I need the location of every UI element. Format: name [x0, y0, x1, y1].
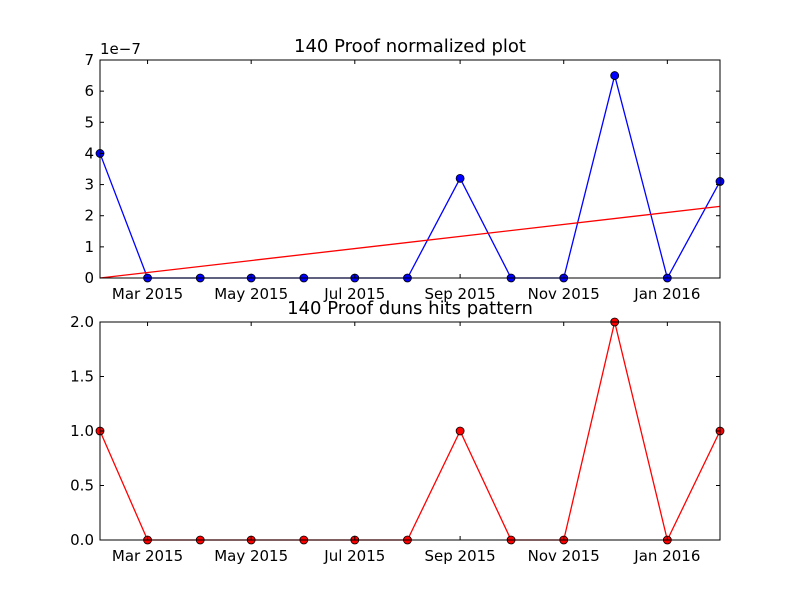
x-tick-label: Jan 2016 — [633, 547, 700, 565]
y-tick-label: 0.0 — [70, 531, 94, 549]
y-tick-label: 1 — [84, 238, 94, 256]
x-tick-label: May 2015 — [214, 285, 288, 303]
x-tick-label: Sep 2015 — [425, 285, 496, 303]
y-tick-label: 7 — [84, 51, 94, 69]
series-line — [99, 321, 721, 542]
duns-hits-plot: 140 Proof duns hits pattern 0.0 0.5 1.0 1.5 2… — [70, 298, 725, 565]
plot-frame — [99, 59, 721, 279]
y-tick-label: 3 — [84, 176, 94, 194]
chart-title: 140 Proof duns hits pattern — [287, 298, 533, 319]
y-tick-label: 5 — [84, 113, 94, 131]
x-tick-label: Jan 2016 — [633, 285, 700, 303]
y-tick-label: 1.0 — [70, 422, 94, 440]
data-point — [610, 71, 620, 80]
y-tick-label: 0 — [84, 269, 94, 287]
data-point — [455, 173, 465, 183]
x-tick-label: Nov 2015 — [528, 547, 600, 565]
y-tick-label: 6 — [84, 82, 94, 100]
y-tick-label: 0.5 — [70, 477, 94, 495]
x-tick-label: Mar 2015 — [112, 285, 183, 303]
x-tick-label: May 2015 — [214, 547, 288, 565]
data-point — [455, 426, 465, 436]
trend-line — [99, 205, 721, 279]
x-tick-label: Jul 2015 — [323, 547, 385, 565]
series-line — [99, 75, 721, 280]
y-tick-label: 1.5 — [70, 368, 94, 386]
y-offset-label: 1e−7 — [100, 40, 141, 58]
y-tick-label: 4 — [84, 144, 94, 162]
y-tick-label: 2.0 — [70, 313, 94, 331]
x-tick-label: Nov 2015 — [528, 285, 600, 303]
x-tick-label: Jul 2015 — [323, 285, 385, 303]
plot-frame — [99, 321, 721, 541]
normalized-plot: 140 Proof normalized plot 1e−7 0 1 2 3 4 5 6 7 Mar… — [84, 36, 725, 303]
chart-title: 140 Proof normalized plot — [294, 36, 526, 57]
x-tick-label: Sep 2015 — [425, 547, 496, 565]
x-tick-label: Mar 2015 — [112, 547, 183, 565]
y-tick-label: 2 — [84, 207, 94, 225]
